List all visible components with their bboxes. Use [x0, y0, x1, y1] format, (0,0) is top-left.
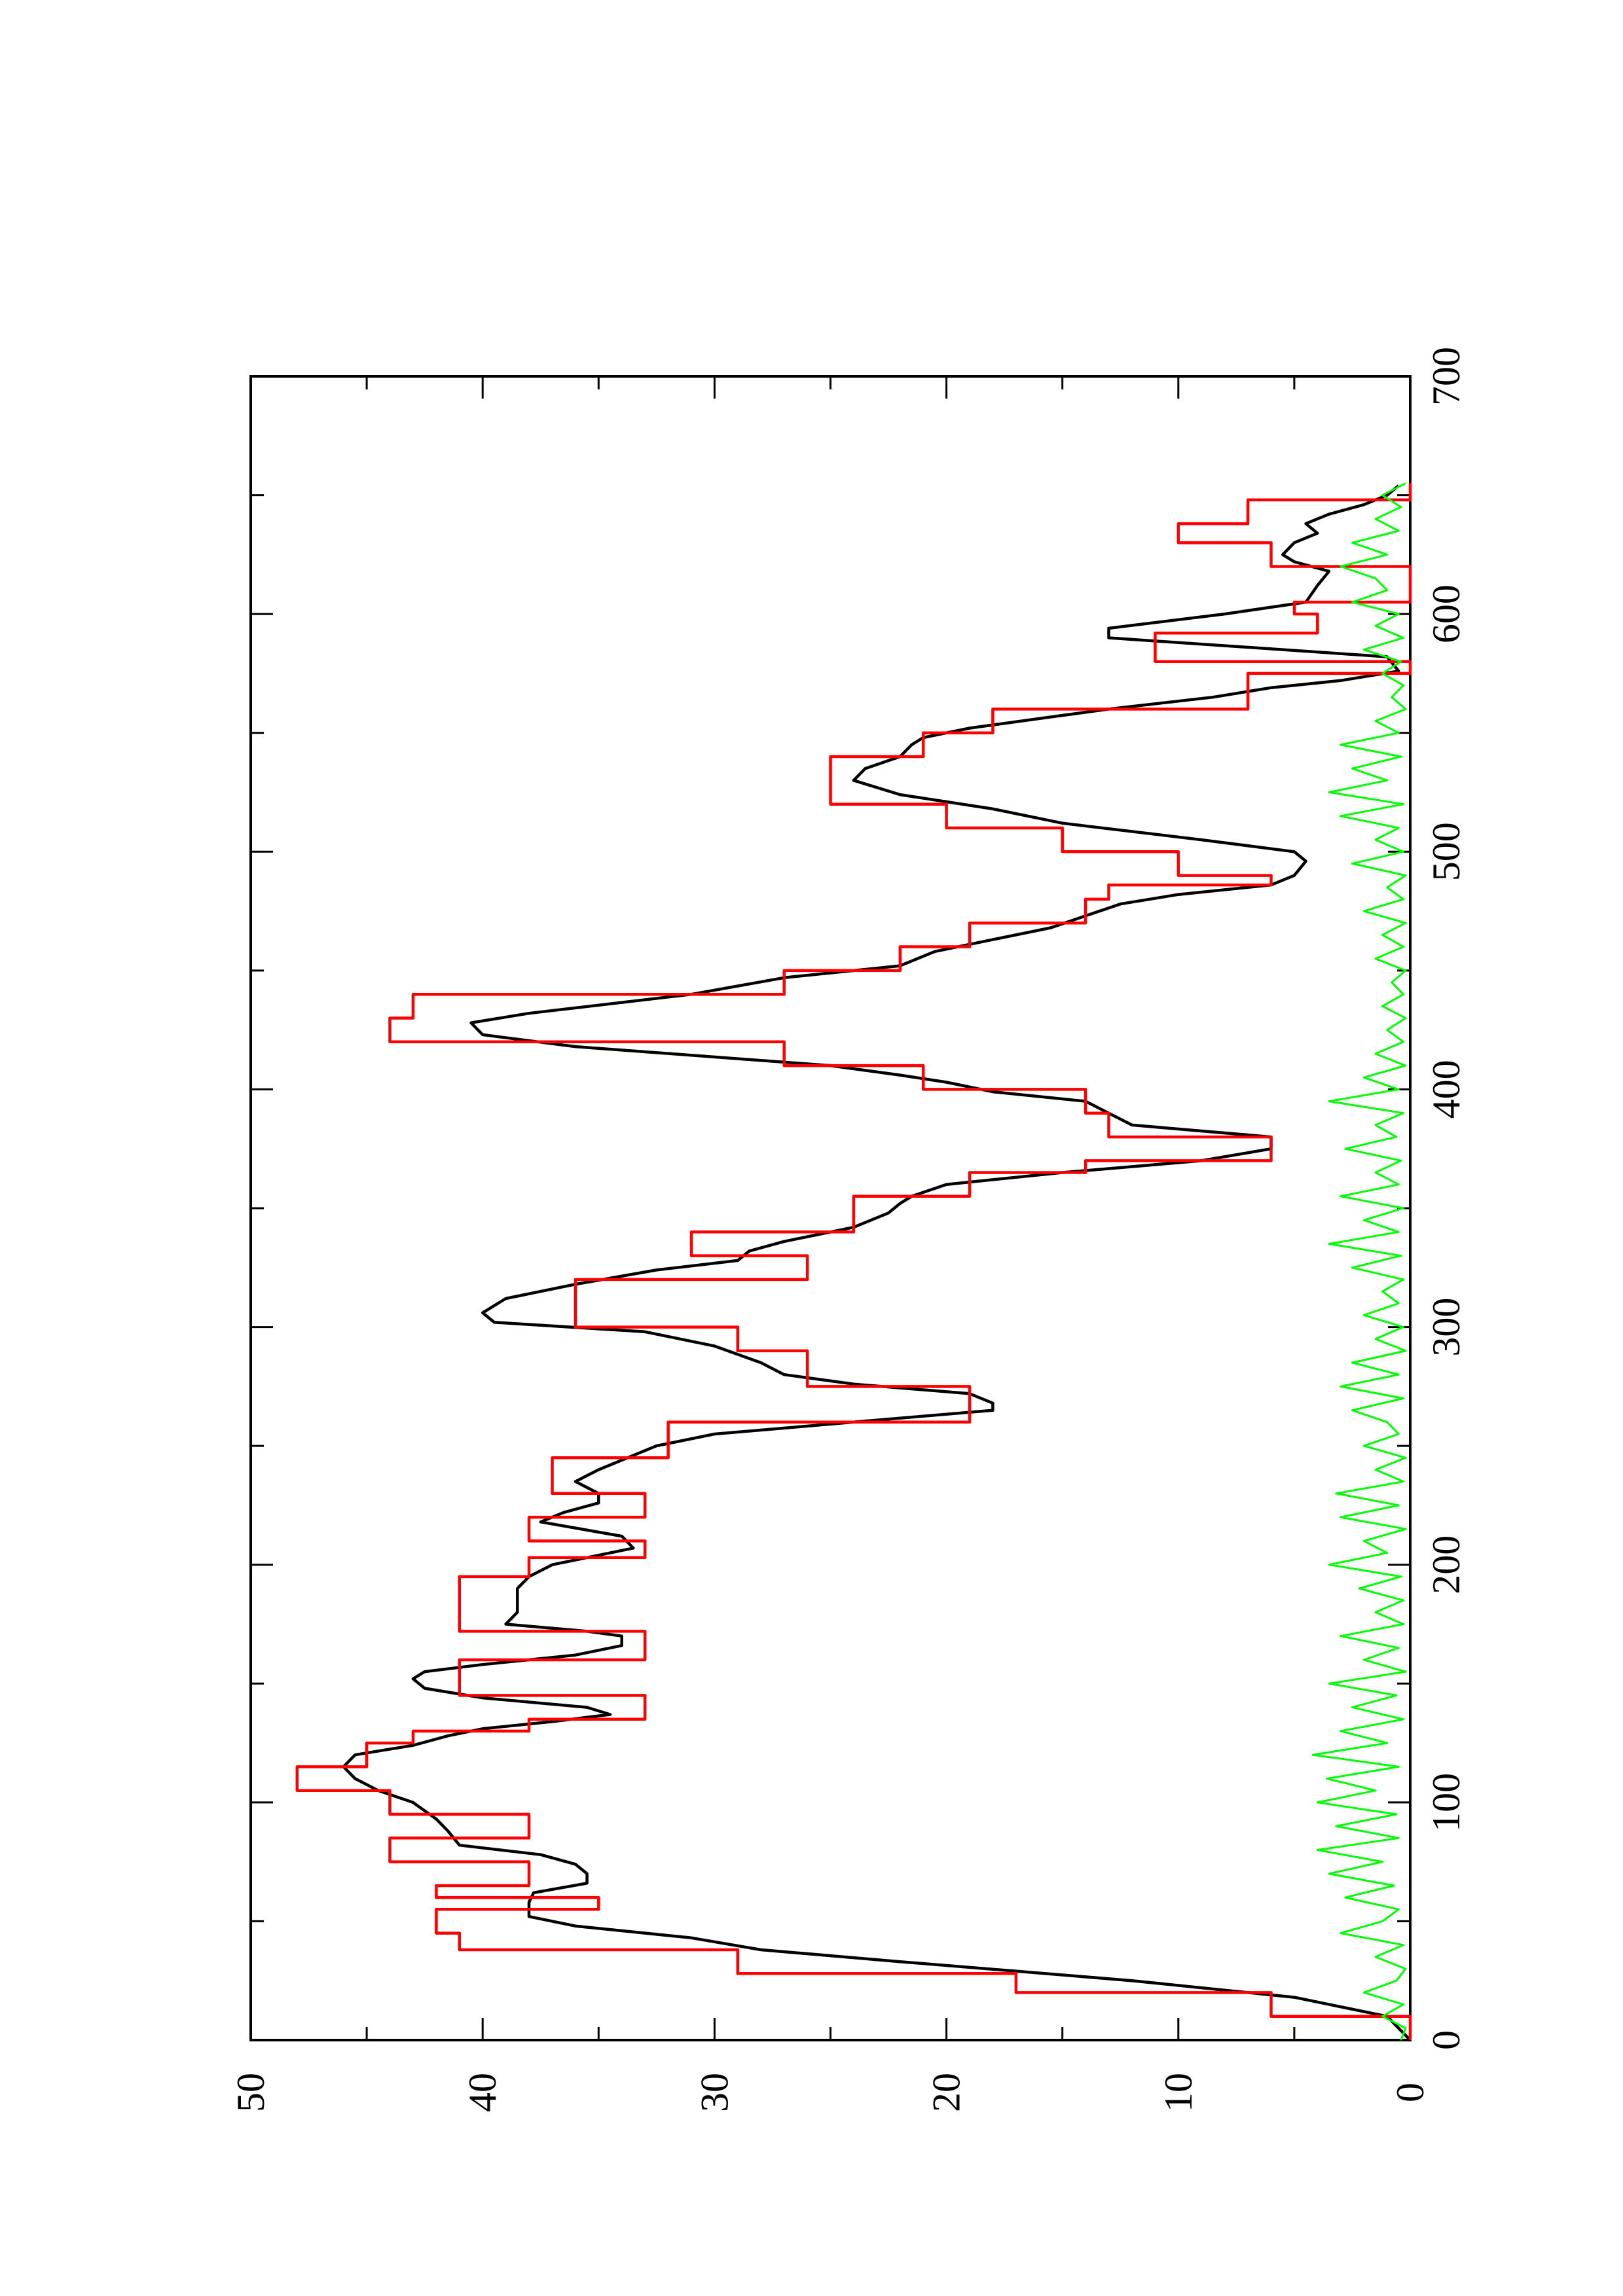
x-tick-label: 500	[1425, 822, 1468, 881]
x-tick-label: 0	[1425, 2030, 1468, 2050]
y-tick-label: 20	[925, 2073, 968, 2112]
ticks	[249, 375, 1412, 2041]
x-tick-label: 200	[1425, 1535, 1468, 1594]
y-tick-label: 40	[461, 2073, 504, 2112]
x-tick-label: 100	[1425, 1773, 1468, 1832]
red-step-series-line	[295, 483, 1412, 2040]
y-tick-label: 30	[693, 2073, 736, 2112]
green-noise-series-line	[1311, 482, 1407, 2041]
x-tick-label: 400	[1425, 1060, 1468, 1119]
plot-frame	[249, 375, 1412, 2041]
x-tick-label: 600	[1425, 584, 1468, 643]
black-series-line	[342, 484, 1412, 2041]
y-tick-label: 10	[1157, 2073, 1200, 2112]
series-group	[295, 482, 1412, 2041]
y-tick-label: 0	[1389, 2083, 1432, 2102]
tick-labels: 0 100 200 300 400 500 600 700 0 10 20 30 40 50	[229, 347, 1468, 2112]
x-tick-label: 700	[1425, 347, 1468, 406]
y-tick-label: 50	[229, 2073, 272, 2112]
x-tick-label: 300	[1425, 1298, 1468, 1357]
